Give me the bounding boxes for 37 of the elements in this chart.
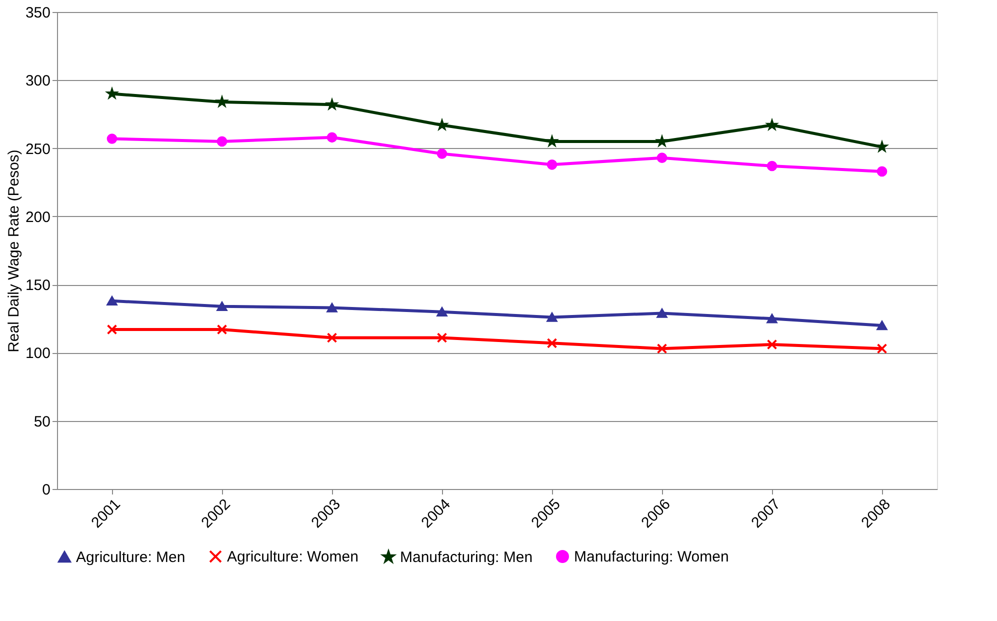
point: [216, 136, 228, 147]
legend-label: Manufacturing: Men: [400, 549, 533, 566]
point: [656, 308, 668, 318]
y-tick-label: 100: [25, 345, 50, 362]
y-axis-title: Real Daily Wage Rate (Pesos): [5, 150, 22, 352]
point: [766, 314, 778, 324]
point: [326, 332, 338, 343]
point: [876, 343, 888, 354]
y-tick-label: 50: [34, 413, 50, 430]
point: [546, 159, 558, 170]
point: [216, 302, 228, 311]
y-tick-label: 250: [25, 140, 50, 158]
point: [656, 152, 668, 163]
point: [326, 303, 338, 312]
point: [436, 307, 448, 316]
y-tick-label: 150: [25, 277, 50, 294]
point: [436, 332, 448, 343]
y-tick-label: 350: [25, 4, 50, 22]
point: [106, 296, 118, 306]
point: [106, 324, 118, 335]
point: [546, 338, 558, 348]
point: [326, 132, 338, 143]
point: [106, 134, 118, 144]
point: [766, 339, 778, 350]
legend-label: Agriculture: Women: [227, 548, 358, 566]
point: [876, 320, 888, 330]
point: [766, 160, 778, 172]
point: [656, 343, 668, 354]
y-tick-label: 200: [25, 208, 50, 226]
legend-label: Agriculture: Men: [76, 548, 186, 566]
y-tick-label: 300: [25, 72, 50, 90]
point: [876, 166, 888, 177]
y-tick-label: 0: [42, 482, 50, 498]
legend-label: Manufacturing: Women: [574, 548, 729, 566]
point: [546, 312, 558, 322]
point: [216, 324, 228, 335]
point: [436, 148, 448, 159]
